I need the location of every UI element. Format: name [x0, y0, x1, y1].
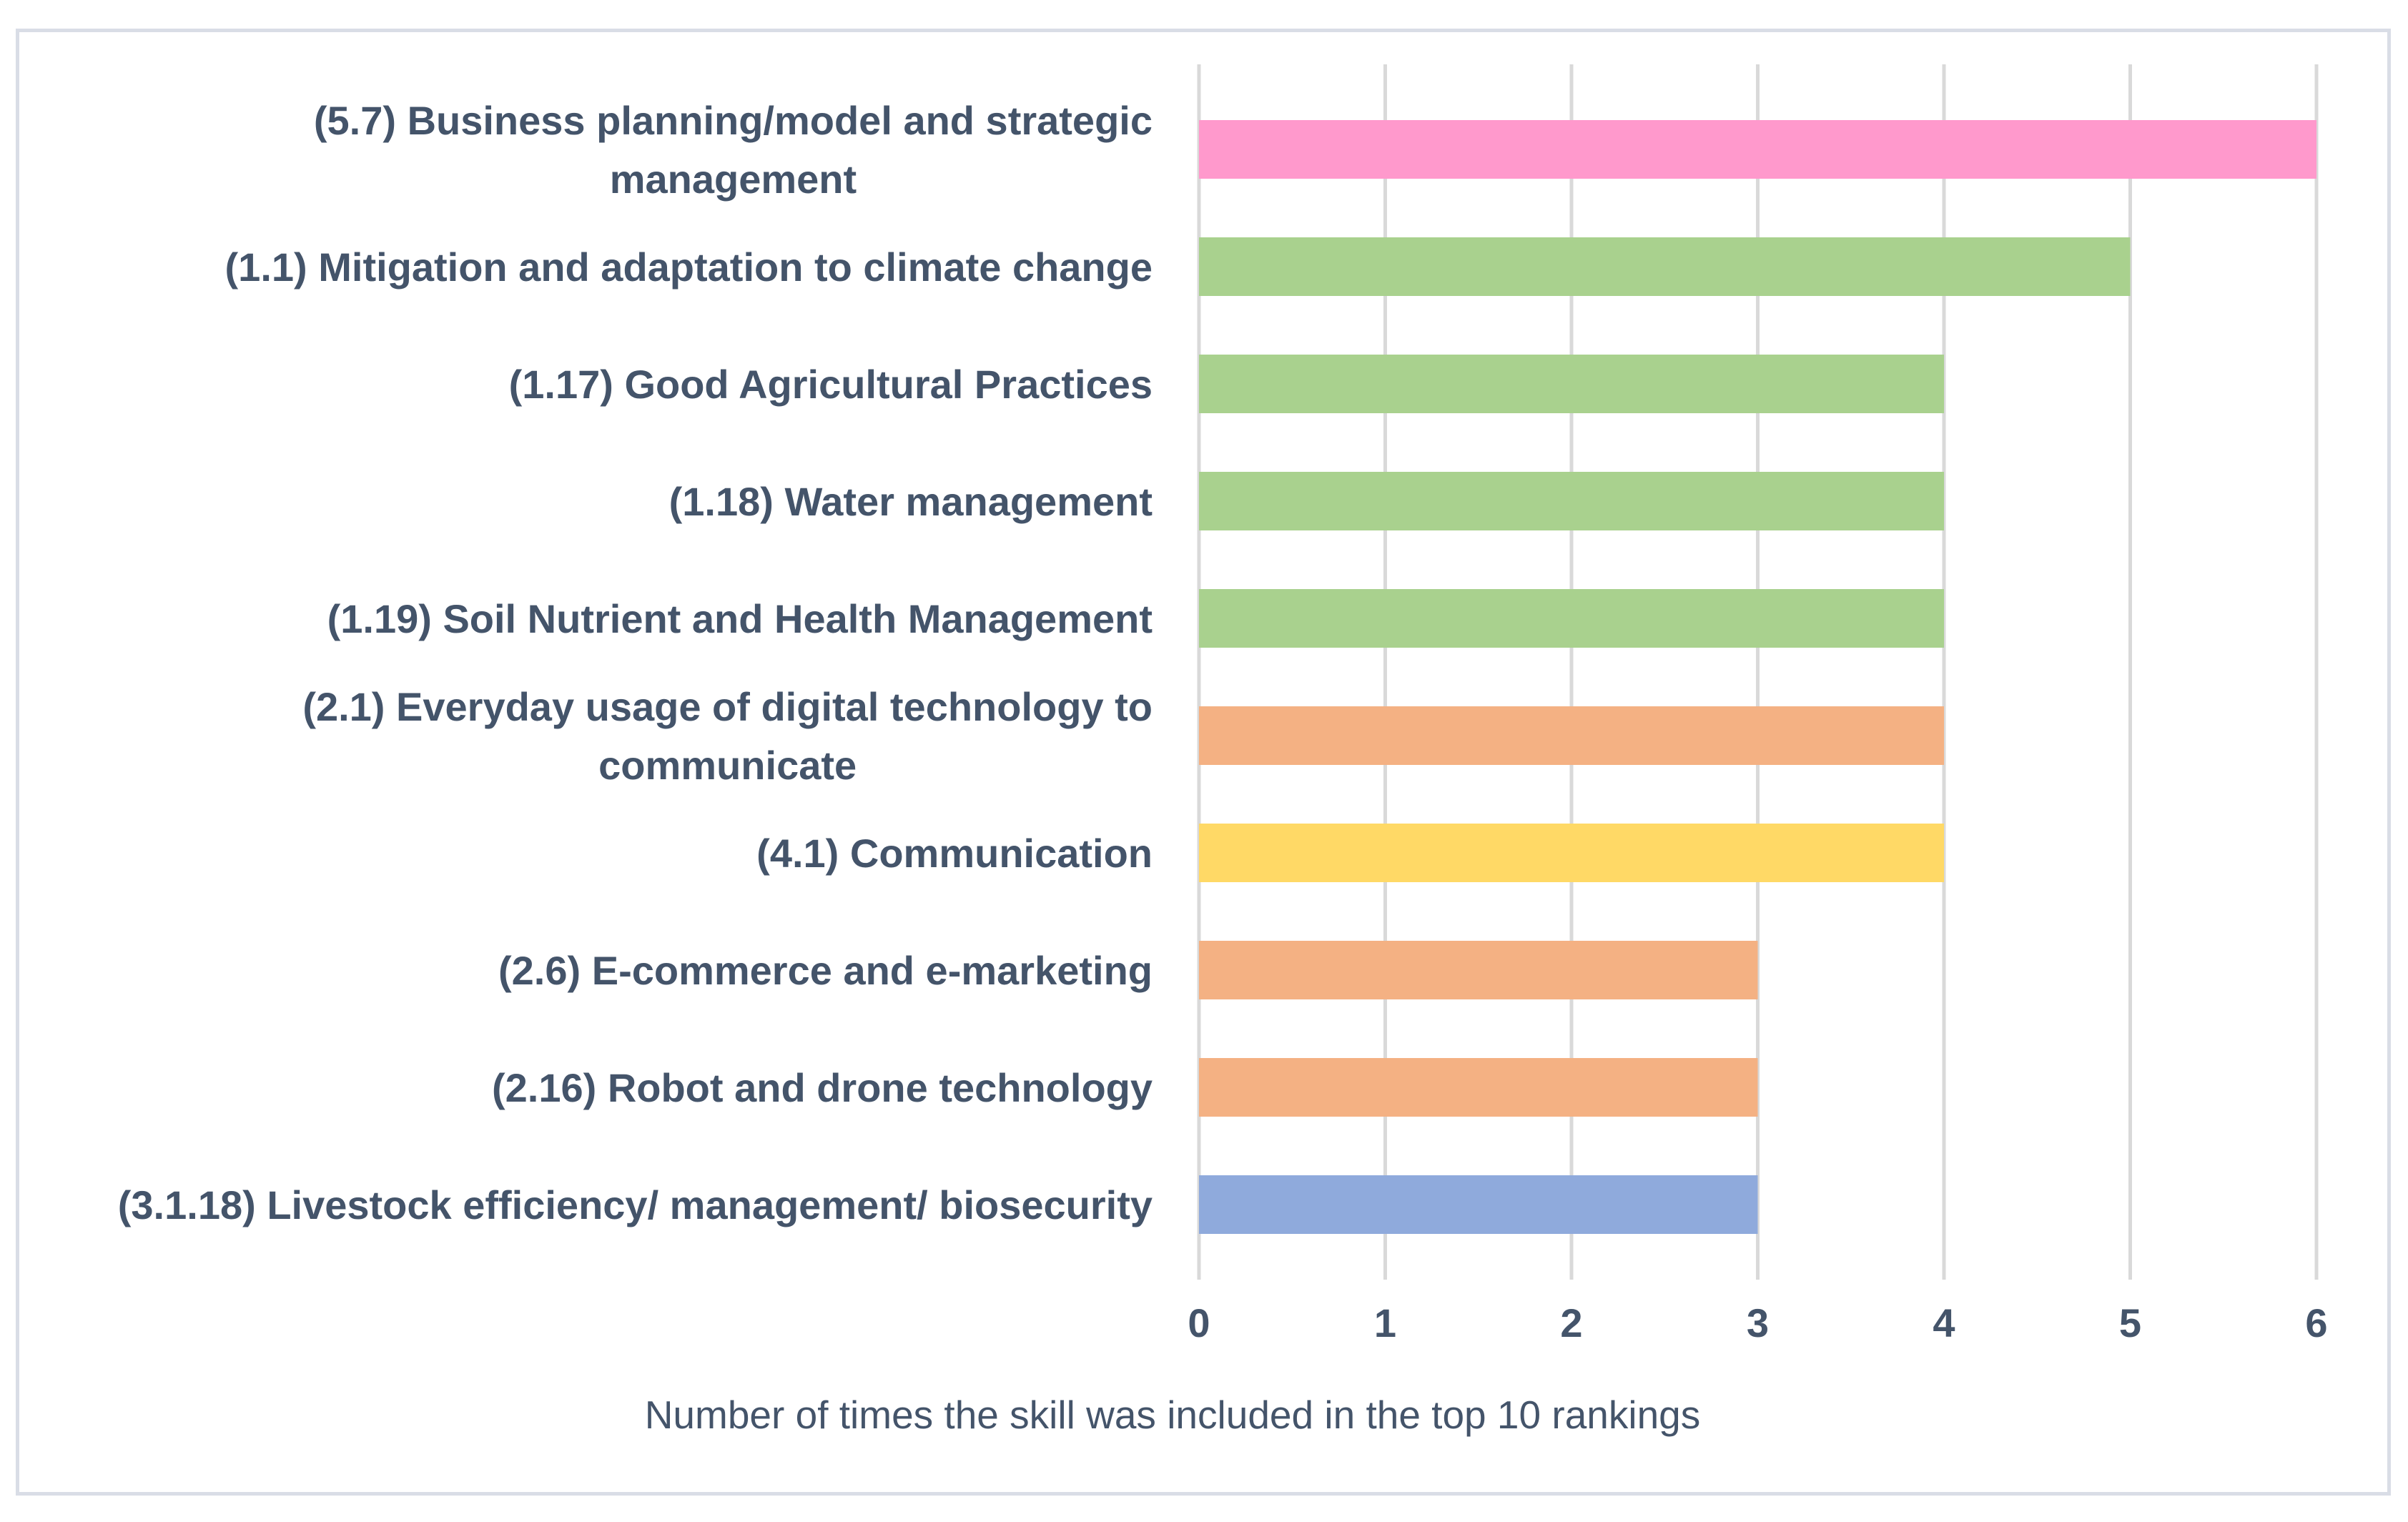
bar	[1199, 589, 1944, 648]
category-label: (1.18) Water management	[669, 479, 1153, 524]
category-label: (1.1) Mitigation and adaptation to clima…	[225, 244, 1153, 290]
category-label: (1.17) Good Agricultural Practices	[509, 362, 1153, 407]
category-label-line: management	[610, 157, 857, 202]
category-label-line: (4.1) Communication	[756, 831, 1153, 876]
x-tick-label: 4	[1933, 1300, 1955, 1345]
category-label-line: (2.6) E-commerce and e-marketing	[498, 948, 1153, 993]
bar	[1199, 355, 1944, 413]
category-label-line: (1.17) Good Agricultural Practices	[509, 362, 1153, 407]
bar	[1199, 1175, 1758, 1234]
category-label-line: communicate	[598, 743, 857, 788]
category-label: (3.1.18) Livestock efficiency/ managemen…	[118, 1182, 1153, 1227]
category-label-line: (1.19) Soil Nutrient and Health Manageme…	[327, 596, 1153, 641]
category-label-line: (1.18) Water management	[669, 479, 1153, 524]
x-tick-label: 5	[2119, 1300, 2141, 1345]
x-tick-label: 0	[1188, 1300, 1210, 1345]
category-label: (2.1) Everyday usage of digital technolo…	[302, 684, 1153, 788]
category-label-line: (5.7) Business planning/model and strate…	[314, 98, 1153, 143]
category-labels: (5.7) Business planning/model and strate…	[118, 98, 1153, 1227]
category-label-line: (2.1) Everyday usage of digital technolo…	[302, 684, 1153, 729]
x-tick-label: 2	[1560, 1300, 1582, 1345]
bars	[1199, 120, 2316, 1234]
x-tick-label: 1	[1374, 1300, 1396, 1345]
category-label-line: (2.16) Robot and drone technology	[492, 1065, 1153, 1110]
bar	[1199, 824, 1944, 882]
category-label-line: (1.1) Mitigation and adaptation to clima…	[225, 244, 1153, 290]
x-axis-title: Number of times the skill was included i…	[645, 1393, 1701, 1437]
category-label-line: (3.1.18) Livestock efficiency/ managemen…	[118, 1182, 1153, 1227]
category-label: (1.19) Soil Nutrient and Health Manageme…	[327, 596, 1153, 641]
bar	[1199, 237, 2131, 296]
category-label: (2.6) E-commerce and e-marketing	[498, 948, 1153, 993]
x-tick-label: 3	[1747, 1300, 1769, 1345]
bar	[1199, 706, 1944, 765]
bar	[1199, 941, 1758, 999]
category-label: (5.7) Business planning/model and strate…	[314, 98, 1153, 202]
category-label: (2.16) Robot and drone technology	[492, 1065, 1153, 1110]
x-tick-labels: 0 1 2 3 4 5 6	[1188, 1300, 2327, 1345]
bar	[1199, 472, 1944, 530]
bar	[1199, 1058, 1758, 1117]
category-label: (4.1) Communication	[756, 831, 1153, 876]
bar	[1199, 120, 2316, 179]
x-tick-label: 6	[2305, 1300, 2327, 1345]
